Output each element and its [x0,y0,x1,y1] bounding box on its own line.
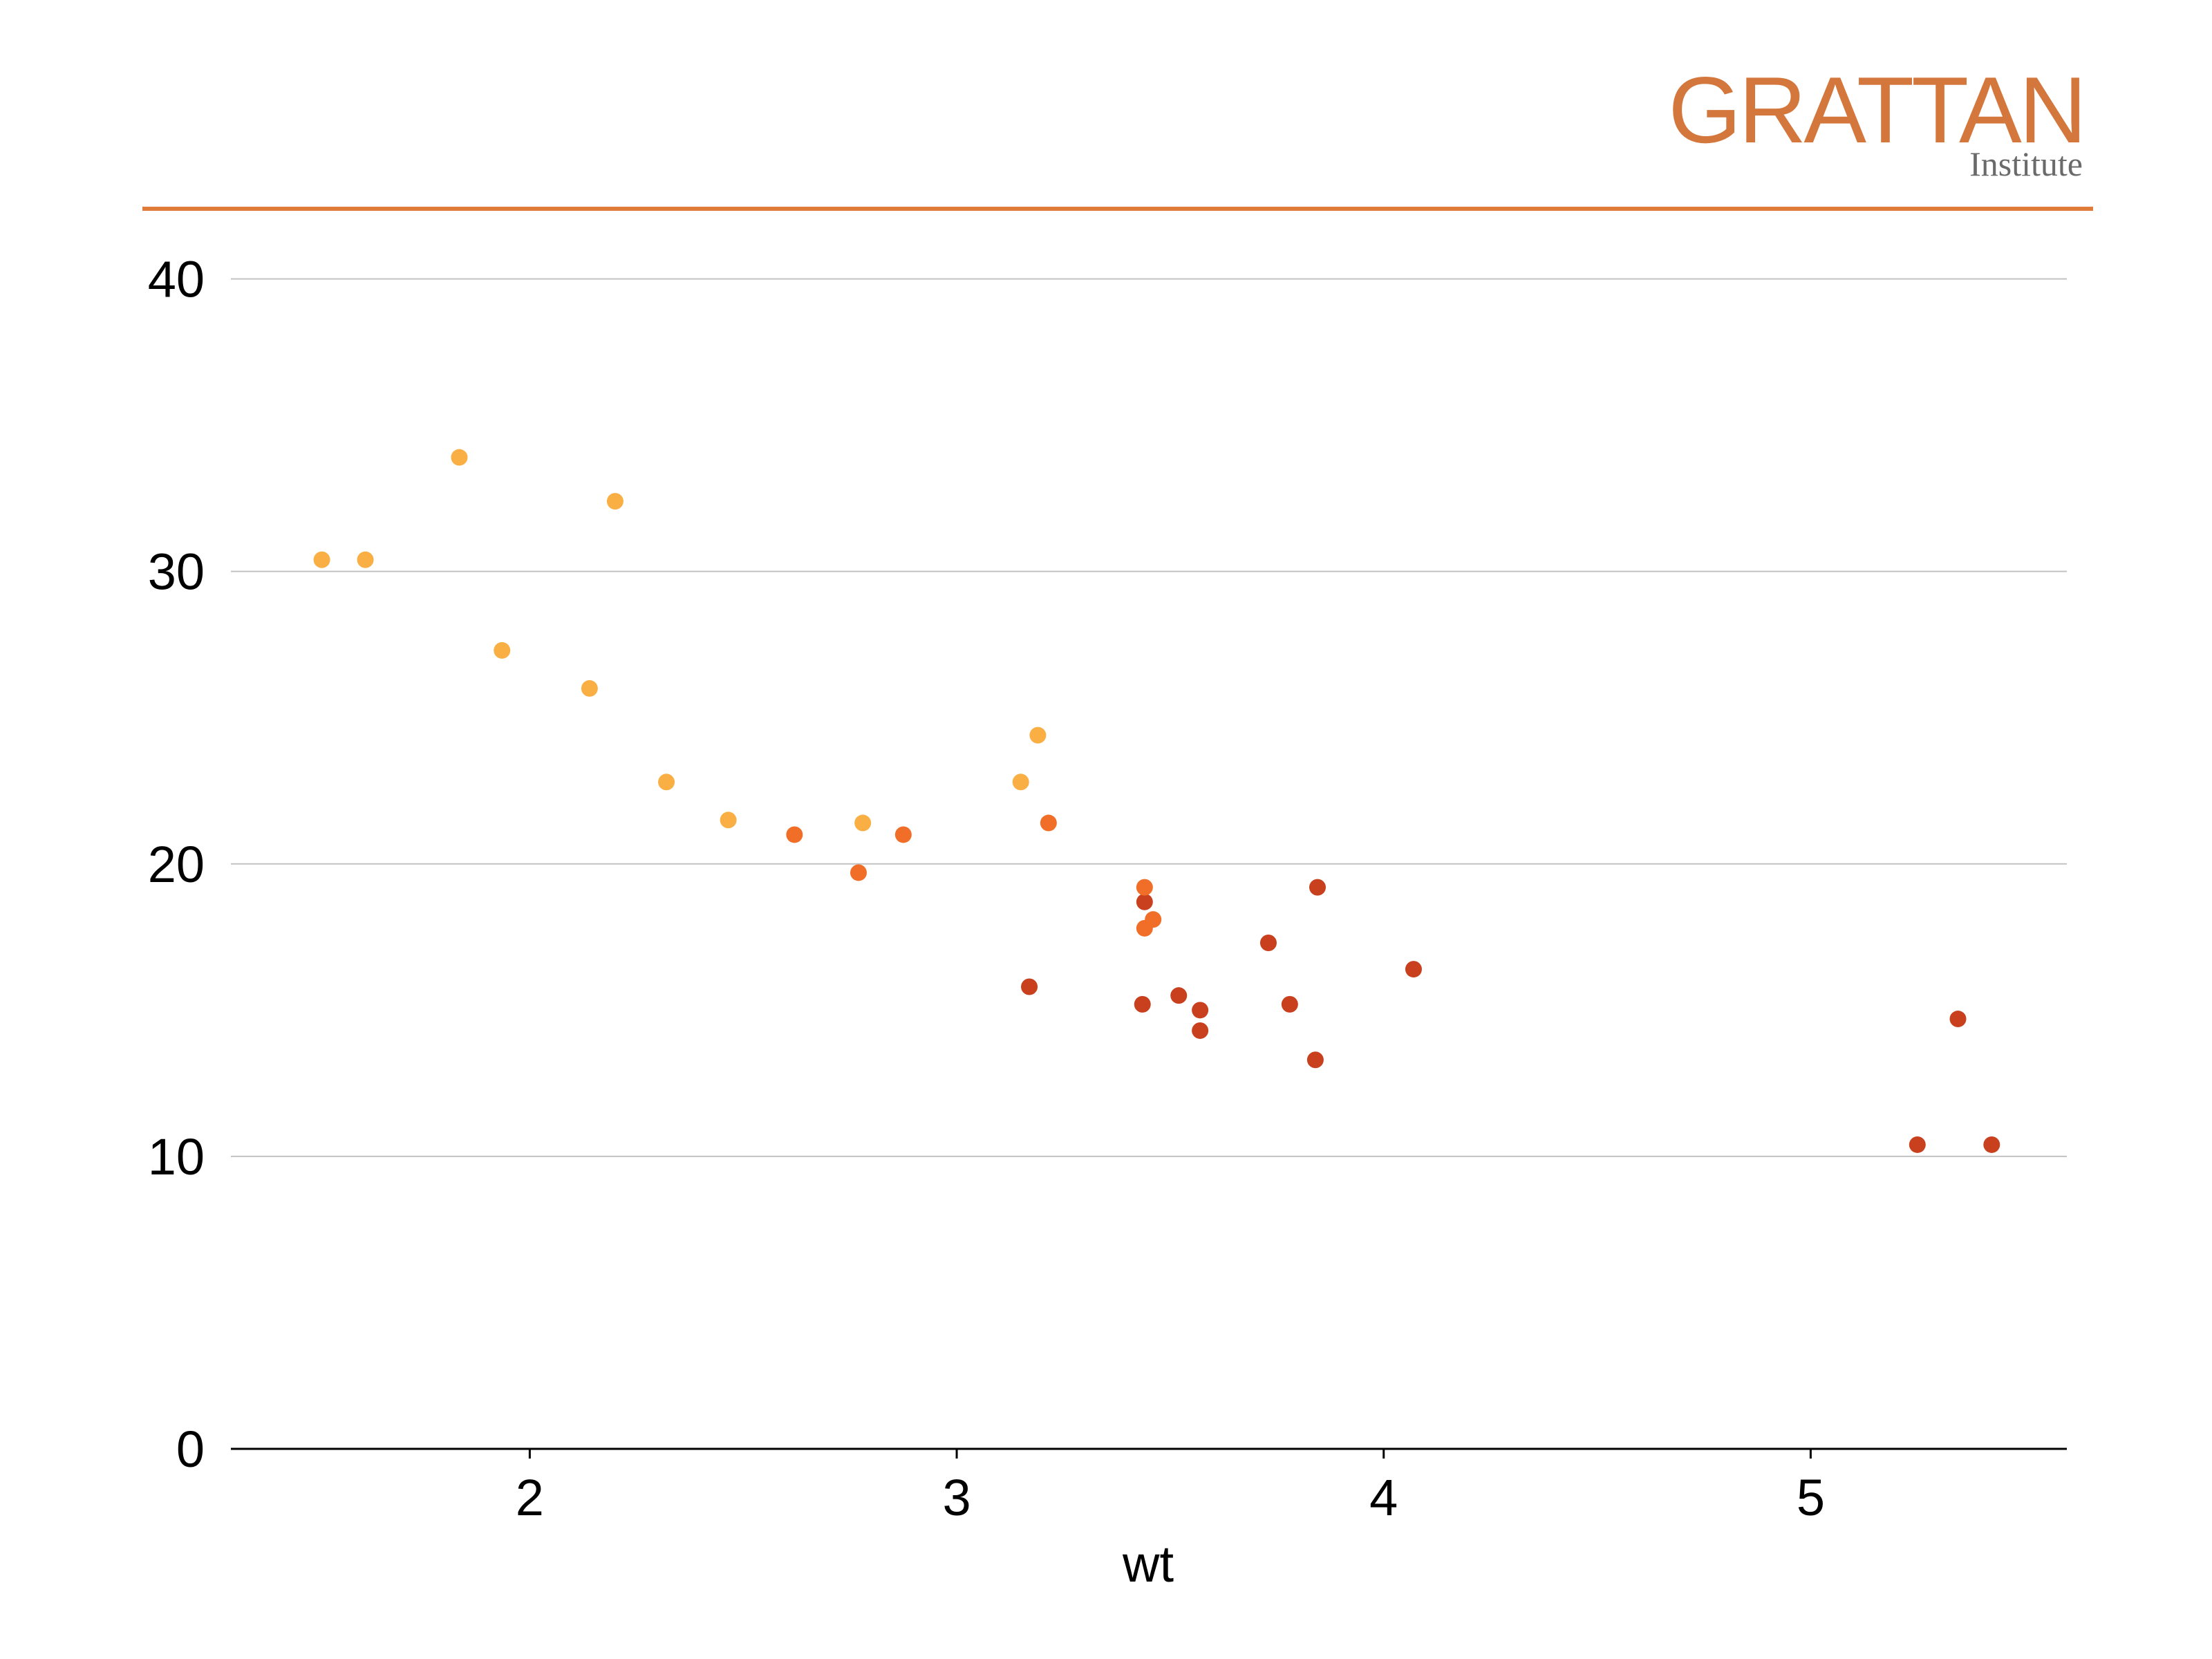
data-point-17 [1134,995,1151,1013]
y-tick-label-0: 0 [176,1421,205,1478]
x-tick-label-4: 4 [1369,1469,1398,1526]
data-point-25 [1259,935,1277,952]
data-point-11 [854,814,872,832]
data-point-7 [658,774,675,791]
data-point-16 [1040,814,1057,832]
data-point-1 [313,551,330,568]
x-axis-title: wt [1122,1535,1174,1593]
data-point-27 [1306,1051,1324,1069]
data-point-6 [606,493,624,510]
x-axis-ticks: 2 3 4 5 [516,1449,1825,1526]
data-point-15 [1029,727,1047,744]
x-tick-label-3: 3 [942,1469,971,1526]
data-point-26 [1281,995,1298,1013]
data-point-3 [451,449,468,466]
data-point-18 [1136,893,1153,910]
data-point-2 [357,551,374,568]
y-axis-tick-labels: 0 10 20 30 40 [148,251,205,1478]
y-tick-label-30: 30 [148,543,205,601]
y-tick-label-20: 20 [148,836,205,893]
y-tick-label-40: 40 [148,251,205,308]
data-point-21 [1145,911,1162,928]
data-point-23 [1192,1002,1209,1019]
logo-wordmark: GRATTAN [1668,57,2084,162]
data-point-14 [1021,978,1038,995]
data-point-13 [1012,774,1029,791]
data-points [313,449,2000,1153]
grattan-logo: GRATTAN Institute [1668,57,2087,183]
data-point-30 [1909,1136,1926,1153]
data-point-28 [1309,879,1326,896]
data-point-8 [720,812,737,829]
x-tick-label-5: 5 [1797,1469,1825,1526]
data-point-19 [1136,879,1153,896]
data-point-24 [1192,1022,1209,1039]
logo-subtitle: Institute [1969,144,2083,183]
x-tick-label-2: 2 [516,1469,544,1526]
data-point-29 [1405,961,1422,978]
data-point-5 [581,679,598,697]
y-tick-label-10: 10 [148,1128,205,1185]
data-point-31 [1949,1011,1967,1028]
data-point-4 [494,641,511,659]
data-point-22 [1170,987,1188,1004]
data-point-9 [786,826,803,843]
gridlines [231,278,2067,1157]
data-point-32 [1983,1136,2000,1153]
data-point-12 [894,826,912,843]
data-point-10 [850,864,867,881]
